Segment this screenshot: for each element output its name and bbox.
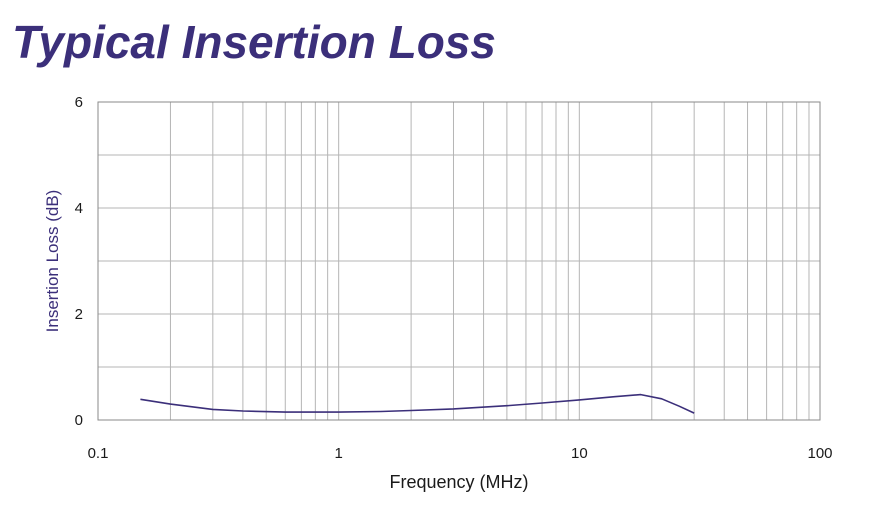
y-tick-labels: 0 2 4 6 [75, 94, 83, 429]
y-tick-label: 0 [75, 412, 83, 429]
x-tick-label: 100 [807, 445, 832, 462]
x-axis-label: Frequency (MHz) [389, 472, 528, 492]
series-line-insertion-loss [140, 393, 695, 414]
x-tick-label: 1 [334, 445, 342, 462]
y-tick-label: 6 [75, 94, 83, 111]
y-tick-label: 4 [75, 200, 83, 217]
x-tick-label: 0.1 [88, 445, 109, 462]
x-tick-labels: 0.1 1 10 100 [88, 445, 833, 462]
y-axis-label: Insertion Loss (dB) [43, 190, 62, 333]
y-tick-label: 2 [75, 306, 83, 323]
plot-frame [97, 101, 821, 421]
grid [98, 102, 820, 420]
chart-title: Typical Insertion Loss [12, 16, 496, 68]
x-tick-label: 10 [571, 445, 588, 462]
series-layer [140, 393, 695, 414]
